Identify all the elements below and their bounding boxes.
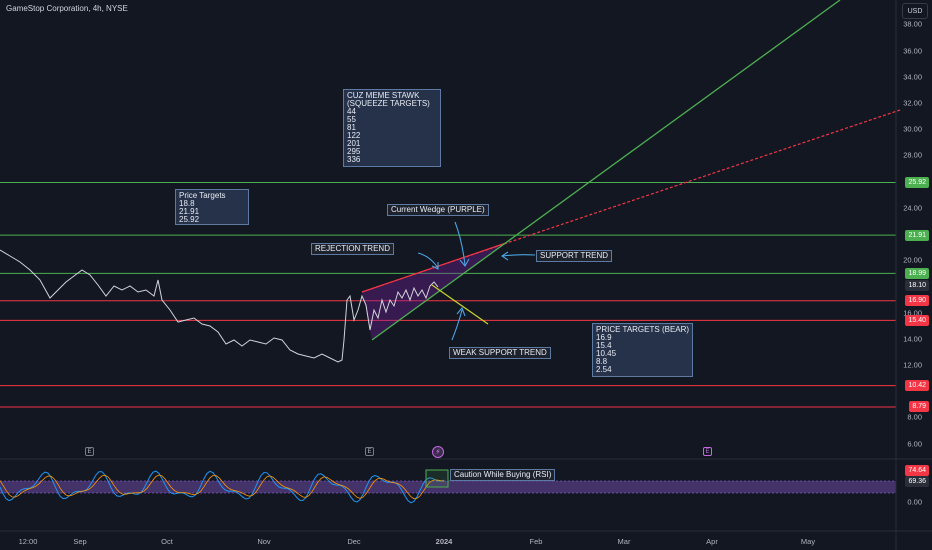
- note-line: 2.54: [596, 365, 612, 374]
- price-level-tag: 18.10: [905, 279, 929, 291]
- note-line: CUZ MEME STAWK: [347, 91, 420, 100]
- rsi-value-tag: 69.36: [905, 475, 929, 487]
- note-line: 81: [347, 123, 356, 132]
- note-line: (SQUEEZE TARGETS): [347, 99, 430, 108]
- bear-price-targets-note[interactable]: PRICE TARGETS (BEAR) 16.9 15.4 10.45 8.8 2.54: [592, 323, 693, 377]
- note-line: 25.92: [179, 215, 200, 224]
- note-line: PRICE TARGETS (BEAR): [596, 325, 690, 334]
- earnings-marker[interactable]: E: [365, 447, 374, 456]
- split-event-icon[interactable]: ⚡: [432, 446, 444, 458]
- price-tick: 30.00: [903, 124, 922, 134]
- currency-button[interactable]: USD: [902, 3, 928, 19]
- time-tick: Apr: [706, 537, 718, 546]
- price-line: [0, 249, 439, 363]
- rsi-signal-line: [0, 474, 445, 500]
- price-level-tag: 18.99: [905, 267, 929, 279]
- time-tick: Feb: [529, 537, 543, 546]
- price-tick: 8.00: [907, 412, 922, 422]
- price-tick: 12.00: [903, 360, 922, 370]
- price-level-tag: 8.79: [909, 401, 929, 413]
- time-tick: Oct: [161, 537, 173, 546]
- note-line: 122: [347, 131, 361, 140]
- note-line: 336: [347, 155, 361, 164]
- price-level-tag: 15.40: [905, 314, 929, 326]
- earnings-marker[interactable]: E: [85, 447, 94, 456]
- symbol-title[interactable]: GameStop Corporation, 4h, NYSE: [6, 4, 128, 13]
- note-line: 295: [347, 147, 361, 156]
- rejection-trend-label[interactable]: REJECTION TREND: [311, 243, 394, 255]
- support-trend-line[interactable]: [371, 0, 841, 341]
- rsi-value-tag: 74.64: [905, 464, 929, 476]
- weak-support-trend-line[interactable]: [431, 284, 489, 325]
- note-line: 201: [347, 139, 361, 148]
- price-tick: 28.00: [903, 150, 922, 160]
- price-level-tag: 25.92: [905, 177, 929, 189]
- price-level-tag: 21.91: [905, 229, 929, 241]
- note-line: 21.91: [179, 207, 200, 216]
- rsi-caution-box[interactable]: [425, 469, 449, 488]
- time-tick: May: [800, 537, 816, 546]
- time-tick: Nov: [257, 537, 271, 546]
- squeeze-targets-note[interactable]: CUZ MEME STAWK (SQUEEZE TARGETS) 44 55 81 122…: [343, 89, 441, 167]
- price-tick: 38.00: [903, 19, 922, 29]
- price-level-tag: 10.42: [905, 380, 929, 392]
- price-tick: 34.00: [903, 72, 922, 82]
- price-tick: 24.00: [903, 203, 922, 213]
- time-tick: Dec: [347, 537, 361, 546]
- price-tick: 16.00: [903, 308, 922, 317]
- time-tick: 12:00: [18, 537, 38, 546]
- earnings-marker-future[interactable]: E: [703, 447, 712, 456]
- time-tick: Sep: [73, 537, 87, 546]
- price-tick: 36.00: [903, 46, 922, 55]
- note-line: 18.8: [179, 199, 195, 208]
- note-line: 55: [347, 115, 356, 124]
- price-tick: 20.00: [903, 255, 922, 265]
- note-line: 8.8: [596, 357, 608, 366]
- note-line: Price Targets: [179, 191, 226, 200]
- price-level-tag: 16.90: [905, 295, 929, 307]
- current-wedge-label[interactable]: Current Wedge (PURPLE): [387, 204, 489, 216]
- price-tick: 32.00: [903, 98, 922, 108]
- support-trend-label[interactable]: SUPPORT TREND: [536, 250, 613, 262]
- note-line: 44: [347, 107, 356, 116]
- annotation-arrows: [417, 221, 536, 341]
- note-line: 15.4: [596, 341, 612, 350]
- rsi-tick: 0.00: [907, 497, 922, 507]
- rsi-line: [0, 470, 445, 504]
- price-tick: 6.00: [907, 439, 922, 448]
- purple-wedge[interactable]: [362, 243, 506, 340]
- rsi-caution-label[interactable]: Caution While Buying (RSI): [450, 469, 556, 481]
- time-tick: Mar: [617, 537, 631, 546]
- time-tick: 2024: [435, 537, 453, 546]
- price-targets-note[interactable]: Price Targets 18.8 21.91 25.92: [175, 189, 249, 225]
- price-tick: 14.00: [903, 334, 922, 344]
- note-line: 16.9: [596, 333, 612, 342]
- note-line: 10.45: [596, 349, 617, 358]
- weak-support-trend-label[interactable]: WEAK SUPPORT TREND: [449, 347, 551, 359]
